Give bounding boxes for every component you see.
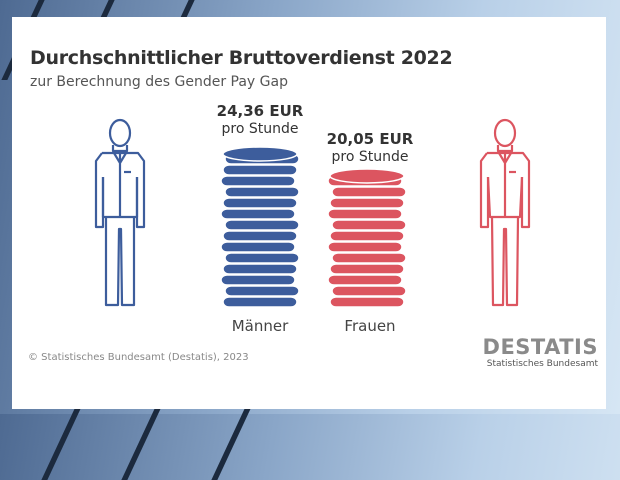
- coin: [222, 197, 298, 209]
- coin-top: [222, 146, 298, 162]
- coin-top: [329, 168, 405, 184]
- man-figure-icon: [94, 118, 146, 307]
- coin-stack-männer: [220, 146, 300, 308]
- bg-line: [211, 400, 255, 480]
- coin: [220, 241, 296, 253]
- category-label-frauen: Frauen: [344, 317, 396, 335]
- coin: [224, 252, 300, 264]
- coin: [224, 285, 300, 297]
- coin: [220, 274, 296, 286]
- coin: [224, 186, 300, 198]
- value-amount: 20,05 EUR: [326, 130, 414, 148]
- logo-tagline: Statistisches Bundesamt: [486, 359, 598, 369]
- coin: [222, 263, 298, 275]
- source-footer: © Statistisches Bundesamt (Destatis), 20…: [28, 352, 249, 363]
- coin: [329, 230, 405, 242]
- value-unit: pro Stunde: [331, 149, 409, 165]
- coin: [327, 241, 403, 253]
- coin: [329, 197, 405, 209]
- value-unit: pro Stunde: [221, 121, 299, 137]
- value-label-maenner: 24,36 EUR pro Stunde: [205, 102, 315, 138]
- coin: [327, 274, 403, 286]
- chart-subtitle: zur Berechnung des Gender Pay Gap: [30, 74, 288, 90]
- coin: [222, 230, 298, 242]
- value-label-frauen: 20,05 EUR pro Stunde: [315, 130, 425, 166]
- woman-figure-icon: [479, 118, 531, 307]
- coin-stacks: [220, 146, 407, 308]
- coin: [331, 252, 407, 264]
- coin: [220, 175, 296, 187]
- logo-name: DESTATIS: [482, 335, 598, 359]
- category-label-maenner: Männer: [231, 317, 289, 335]
- coin: [327, 208, 403, 220]
- coin: [331, 186, 407, 198]
- chart-title: Durchschnittlicher Bruttoverdienst 2022: [30, 47, 453, 69]
- coin: [329, 263, 405, 275]
- coin: [331, 219, 407, 231]
- bg-line: [121, 400, 165, 480]
- coin: [329, 296, 405, 308]
- coin: [224, 219, 300, 231]
- coin: [220, 208, 296, 220]
- infographic-card: Durchschnittlicher Bruttoverdienst 2022 …: [12, 17, 606, 409]
- coin: [331, 285, 407, 297]
- value-amount: 24,36 EUR: [216, 102, 304, 120]
- coin-stack-frauen: [327, 168, 407, 308]
- bg-line: [41, 400, 85, 480]
- destatis-logo: DESTATIS Statistisches Bundesamt: [483, 335, 598, 369]
- coin: [222, 296, 298, 308]
- coin: [222, 164, 298, 176]
